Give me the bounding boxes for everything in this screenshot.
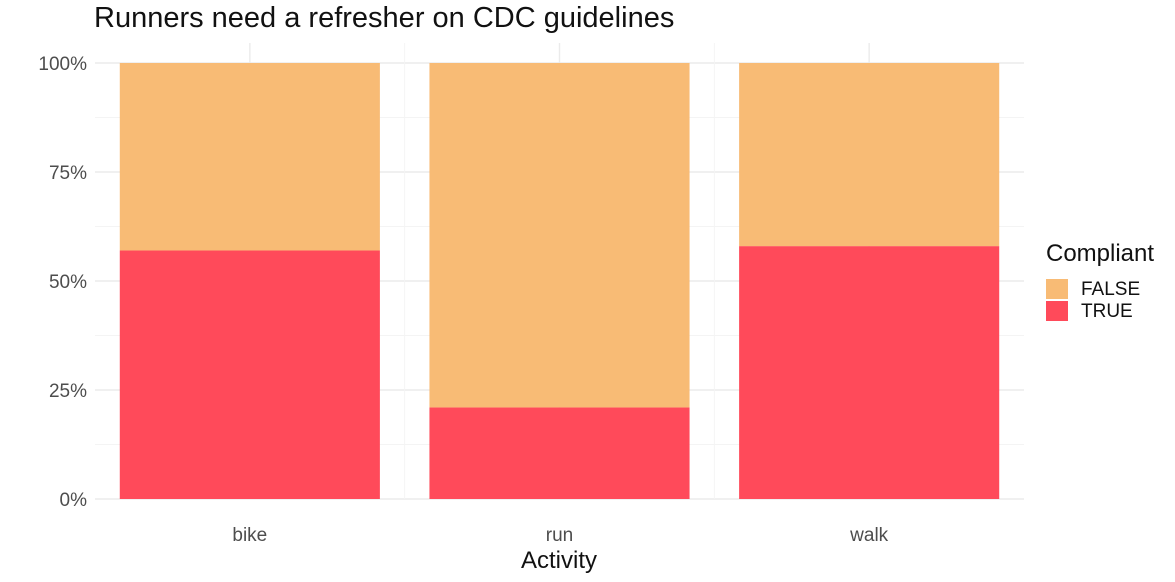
- bar-bike-true: [119, 250, 380, 499]
- y-tick-label: 0%: [60, 490, 88, 511]
- legend-swatch-true: [1046, 301, 1068, 321]
- bar-walk-true: [739, 246, 1000, 499]
- bar-run-false: [429, 63, 690, 408]
- legend-label-false: FALSE: [1081, 279, 1140, 300]
- legend-swatch-false: [1046, 279, 1068, 299]
- x-axis-tick-labels: bike run walk: [232, 525, 888, 546]
- bar-walk-false: [739, 63, 1000, 247]
- chart-title: Runners need a refresher on CDC guidelin…: [94, 2, 674, 34]
- bar-bike-false: [119, 63, 380, 251]
- legend-label-true: TRUE: [1081, 301, 1133, 322]
- y-tick-label: 100%: [38, 54, 87, 75]
- bars: [119, 63, 1000, 499]
- x-tick-label: run: [546, 525, 573, 546]
- legend-title: Compliant: [1046, 240, 1154, 267]
- x-axis-title: Activity: [521, 547, 597, 574]
- y-tick-label: 25%: [49, 381, 87, 402]
- y-tick-label: 50%: [49, 272, 87, 293]
- y-tick-label: 75%: [49, 163, 87, 184]
- bar-run-true: [429, 407, 690, 499]
- x-tick-label: walk: [849, 525, 889, 546]
- y-axis-tick-labels: 0% 25% 50% 75% 100%: [38, 54, 87, 511]
- x-tick-label: bike: [232, 525, 267, 546]
